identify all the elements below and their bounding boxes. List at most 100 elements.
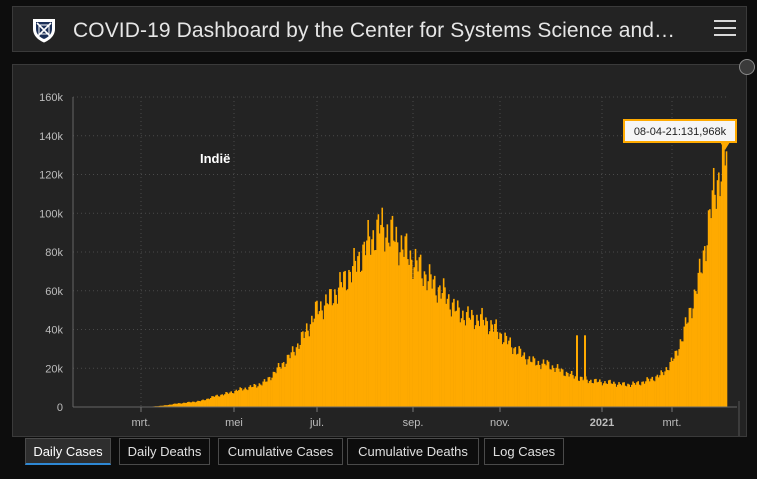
daily-case-bar[interactable] (618, 382, 620, 407)
daily-case-bar[interactable] (687, 322, 689, 408)
daily-case-bar[interactable] (296, 343, 299, 407)
daily-case-bar[interactable] (519, 348, 522, 407)
daily-case-bar[interactable] (318, 311, 321, 407)
daily-case-bar[interactable] (428, 264, 431, 407)
daily-case-bar[interactable] (311, 315, 313, 407)
daily-case-bar[interactable] (619, 384, 622, 407)
daily-case-bar[interactable] (295, 347, 298, 407)
daily-case-bar[interactable] (400, 235, 403, 407)
daily-case-bar[interactable] (241, 390, 244, 407)
daily-case-bar[interactable] (473, 329, 476, 407)
daily-case-bar[interactable] (250, 387, 253, 407)
daily-case-bar[interactable] (168, 404, 171, 407)
daily-case-bar[interactable] (248, 386, 250, 407)
daily-case-bar[interactable] (332, 303, 335, 407)
daily-case-bar[interactable] (328, 289, 331, 407)
daily-case-bar[interactable] (432, 279, 435, 407)
daily-case-bar[interactable] (718, 172, 720, 407)
daily-case-bar[interactable] (314, 301, 317, 407)
daily-case-bar[interactable] (698, 258, 701, 407)
daily-case-bar[interactable] (591, 382, 593, 407)
daily-case-bar[interactable] (331, 305, 334, 407)
daily-case-bar[interactable] (610, 383, 613, 407)
daily-case-bar[interactable] (436, 302, 439, 407)
daily-case-bar[interactable] (433, 275, 436, 407)
daily-case-bar[interactable] (646, 377, 648, 407)
daily-case-bar[interactable] (668, 370, 670, 407)
daily-case-bar[interactable] (678, 349, 680, 407)
daily-case-bar[interactable] (188, 401, 190, 407)
daily-case-bar[interactable] (354, 260, 357, 407)
daily-case-bar[interactable] (293, 351, 295, 407)
daily-case-bar[interactable] (355, 271, 358, 407)
daily-case-bar[interactable] (226, 392, 229, 407)
daily-case-bar[interactable] (217, 396, 220, 407)
daily-case-bar[interactable] (615, 386, 618, 407)
daily-case-bar[interactable] (435, 295, 437, 407)
daily-case-bar[interactable] (403, 256, 405, 407)
daily-case-bar[interactable] (413, 267, 416, 407)
daily-case-bar[interactable] (299, 344, 302, 407)
daily-case-bar[interactable] (183, 402, 185, 407)
daily-case-bar[interactable] (632, 381, 634, 407)
daily-case-bar[interactable] (405, 233, 408, 407)
daily-case-bar[interactable] (706, 245, 709, 407)
daily-case-bar[interactable] (421, 278, 423, 407)
daily-case-bar[interactable] (613, 381, 615, 407)
daily-case-bar[interactable] (518, 346, 520, 407)
daily-case-bar[interactable] (317, 314, 320, 407)
daily-case-bar[interactable] (202, 399, 204, 407)
daily-case-bar[interactable] (691, 318, 693, 407)
daily-case-bar[interactable] (689, 307, 692, 407)
daily-case-bar[interactable] (327, 304, 330, 407)
daily-case-bar[interactable] (258, 383, 261, 407)
daily-case-bar[interactable] (605, 383, 607, 407)
daily-case-bar[interactable] (526, 364, 528, 407)
daily-case-bar[interactable] (492, 331, 495, 407)
daily-case-bar[interactable] (391, 215, 394, 407)
daily-case-bar[interactable] (495, 319, 497, 407)
daily-case-bar[interactable] (360, 270, 363, 407)
daily-case-bar[interactable] (462, 310, 464, 407)
daily-case-bar[interactable] (669, 362, 671, 407)
daily-case-bar[interactable] (224, 394, 226, 407)
daily-case-bar[interactable] (442, 278, 445, 407)
daily-case-bar[interactable] (625, 386, 628, 407)
daily-case-bar[interactable] (558, 368, 560, 407)
daily-case-bar[interactable] (486, 321, 488, 407)
daily-case-bar[interactable] (629, 387, 632, 407)
daily-case-bar[interactable] (313, 318, 316, 407)
daily-case-bar[interactable] (639, 385, 642, 407)
daily-case-bar[interactable] (302, 331, 304, 407)
daily-case-bar[interactable] (208, 399, 211, 407)
daily-case-bar[interactable] (599, 379, 601, 407)
daily-case-bar[interactable] (631, 384, 633, 407)
daily-case-bar[interactable] (570, 371, 573, 407)
daily-case-bar[interactable] (606, 383, 609, 407)
tab-cumulative-deaths[interactable]: Cumulative Deaths (347, 438, 479, 465)
daily-case-bar[interactable] (515, 354, 518, 407)
daily-case-bar[interactable] (322, 319, 325, 407)
daily-case-bar[interactable] (536, 364, 538, 407)
daily-case-bar[interactable] (308, 336, 311, 407)
daily-case-bar[interactable] (273, 371, 276, 407)
daily-case-bar[interactable] (565, 371, 568, 407)
daily-case-bar[interactable] (695, 291, 697, 407)
daily-case-bar[interactable] (451, 302, 454, 407)
daily-case-bar[interactable] (719, 196, 721, 407)
daily-case-bar[interactable] (195, 401, 198, 407)
daily-case-bar[interactable] (235, 389, 238, 407)
daily-case-bar[interactable] (568, 376, 570, 407)
daily-case-bar[interactable] (647, 378, 650, 407)
daily-case-bar[interactable] (468, 317, 471, 407)
daily-case-bar[interactable] (412, 278, 414, 407)
daily-case-bar[interactable] (427, 281, 430, 407)
daily-case-bar[interactable] (349, 271, 352, 407)
daily-case-bar[interactable] (215, 395, 217, 407)
daily-case-bar[interactable] (396, 242, 399, 407)
daily-case-bar[interactable] (171, 404, 174, 407)
daily-case-bar[interactable] (263, 379, 266, 407)
daily-case-bar[interactable] (264, 381, 267, 407)
daily-case-bar[interactable] (390, 219, 392, 407)
daily-case-bar[interactable] (423, 271, 426, 407)
